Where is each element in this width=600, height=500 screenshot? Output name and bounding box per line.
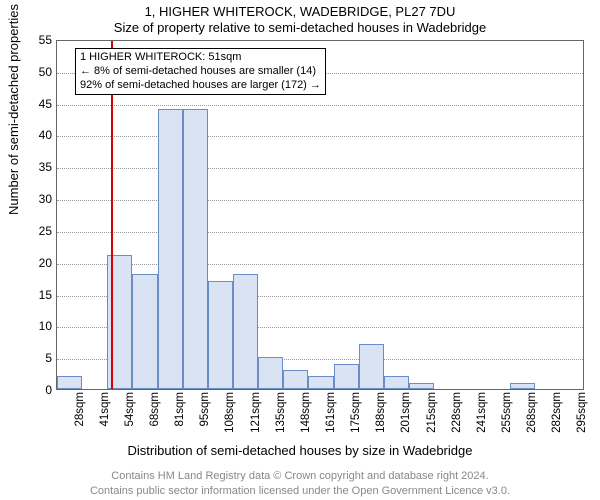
x-tick-label: 161sqm <box>325 392 337 447</box>
x-axis-label: Distribution of semi-detached houses by … <box>0 443 600 458</box>
y-tick-label: 35 <box>12 160 52 174</box>
footer-line-1: Contains HM Land Registry data © Crown c… <box>0 469 600 483</box>
x-tick-label: 68sqm <box>149 392 161 447</box>
x-tick-label: 295sqm <box>576 392 588 447</box>
footer-attribution: Contains HM Land Registry data © Crown c… <box>0 469 600 498</box>
y-tick-label: 0 <box>12 383 52 397</box>
info-annotation-box: 1 HIGHER WHITEROCK: 51sqm ← 8% of semi-d… <box>75 48 326 95</box>
x-tick-label: 215sqm <box>426 392 438 447</box>
x-tick-label: 54sqm <box>124 392 136 447</box>
x-tick-label: 268sqm <box>526 392 538 447</box>
y-tick-label: 30 <box>12 192 52 206</box>
x-tick-label: 41sqm <box>99 392 111 447</box>
y-tick-label: 50 <box>12 65 52 79</box>
y-tick-label: 40 <box>12 128 52 142</box>
y-tick-label: 55 <box>12 33 52 47</box>
x-tick-label: 188sqm <box>375 392 387 447</box>
info-line-2: ← 8% of semi-detached houses are smaller… <box>80 65 321 79</box>
x-tick-label: 148sqm <box>300 392 312 447</box>
y-tick-label: 15 <box>12 288 52 302</box>
x-tick-label: 121sqm <box>250 392 262 447</box>
x-tick-label: 201sqm <box>400 392 412 447</box>
x-tick-label: 175sqm <box>350 392 362 447</box>
x-tick-label: 135sqm <box>275 392 287 447</box>
x-tick-label: 228sqm <box>451 392 463 447</box>
x-tick-label: 81sqm <box>174 392 186 447</box>
y-tick-label: 25 <box>12 224 52 238</box>
x-tick-label: 255sqm <box>501 392 513 447</box>
y-tick-label: 45 <box>12 97 52 111</box>
y-tick-label: 10 <box>12 319 52 333</box>
x-tick-label: 95sqm <box>199 392 211 447</box>
y-tick-label: 20 <box>12 256 52 270</box>
title-address: 1, HIGHER WHITEROCK, WADEBRIDGE, PL27 7D… <box>0 4 600 19</box>
x-tick-label: 282sqm <box>551 392 563 447</box>
x-tick-label: 241sqm <box>476 392 488 447</box>
title-subtitle: Size of property relative to semi-detach… <box>0 20 600 35</box>
info-line-3: 92% of semi-detached houses are larger (… <box>80 79 321 93</box>
x-tick-label: 108sqm <box>224 392 236 447</box>
info-line-1: 1 HIGHER WHITEROCK: 51sqm <box>80 51 321 65</box>
y-tick-label: 5 <box>12 351 52 365</box>
x-tick-label: 28sqm <box>74 392 86 447</box>
footer-line-2: Contains public sector information licen… <box>0 484 600 498</box>
